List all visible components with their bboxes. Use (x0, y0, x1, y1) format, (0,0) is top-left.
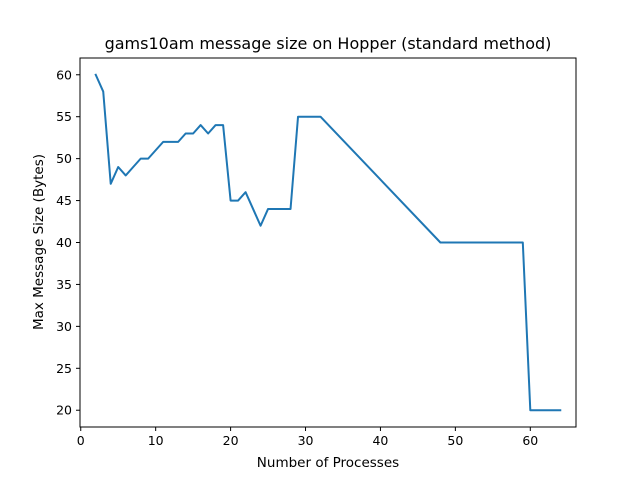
y-tick-label: 40 (56, 235, 72, 250)
y-tick-label: 45 (56, 193, 72, 208)
x-tick-label: 10 (148, 433, 164, 448)
y-tick-label: 60 (56, 67, 72, 82)
y-tick-label: 25 (56, 361, 72, 376)
y-tick-label: 55 (56, 109, 72, 124)
x-tick-label: 20 (223, 433, 239, 448)
chart-title: gams10am message size on Hopper (standar… (105, 34, 552, 53)
x-tick-label: 50 (447, 433, 463, 448)
plot-frame (79, 57, 577, 428)
x-tick-label: 60 (522, 433, 538, 448)
x-tick-label: 30 (298, 433, 314, 448)
y-axis-label: Max Message Size (Bytes) (31, 154, 47, 330)
x-tick-label: 0 (77, 433, 85, 448)
x-axis-label: Number of Processes (257, 455, 399, 471)
series-layer (94, 73, 562, 412)
x-axis-ticks: 0 10 20 30 40 50 60 (77, 427, 538, 448)
y-tick-label: 30 (56, 319, 72, 334)
series-line (94, 73, 562, 412)
y-tick-label: 50 (56, 151, 72, 166)
y-axis-ticks: 20 25 30 35 40 45 50 55 60 (56, 67, 80, 418)
x-tick-label: 40 (372, 433, 388, 448)
y-tick-label: 20 (56, 403, 72, 418)
y-tick-label: 35 (56, 277, 72, 292)
